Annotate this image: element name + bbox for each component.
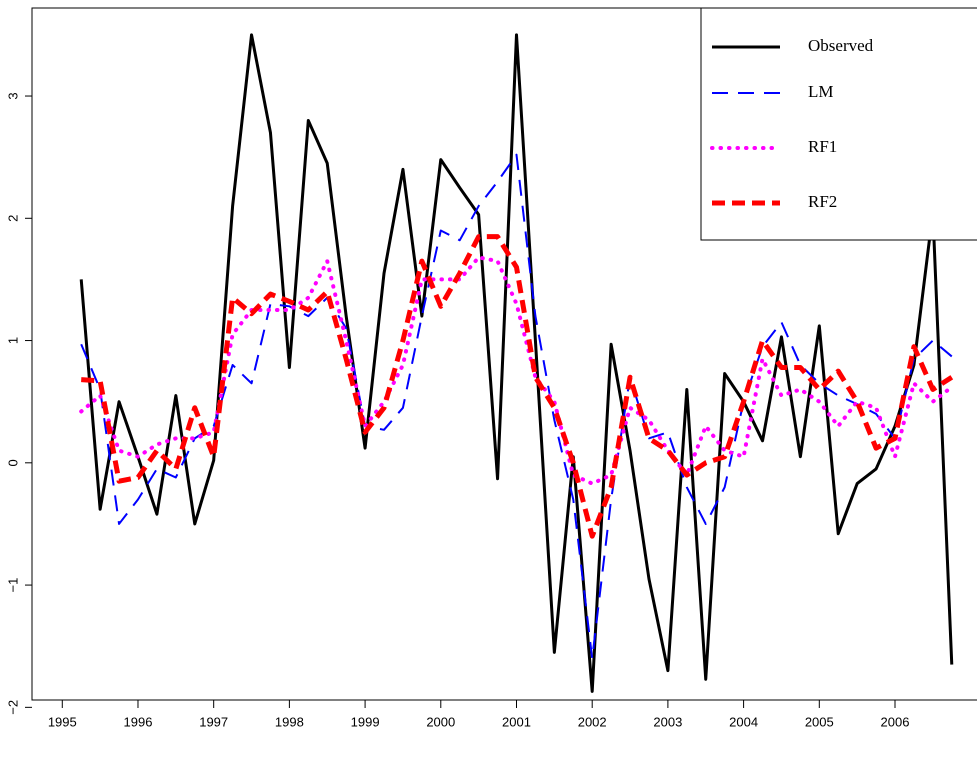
y-tick-label: 0 bbox=[5, 459, 20, 466]
x-tick-label: 1998 bbox=[275, 714, 304, 729]
y-tick-label: −2 bbox=[5, 700, 20, 715]
y-tick-label: 2 bbox=[5, 215, 20, 222]
x-tick-label: 2004 bbox=[729, 714, 758, 729]
y-tick-label: −1 bbox=[5, 578, 20, 593]
x-tick-label: 2005 bbox=[805, 714, 834, 729]
legend-label: RF2 bbox=[808, 192, 837, 211]
x-tick-label: 1995 bbox=[48, 714, 77, 729]
x-tick-label: 2001 bbox=[502, 714, 531, 729]
legend-label: Observed bbox=[808, 36, 874, 55]
legend-label: LM bbox=[808, 82, 834, 101]
series-line bbox=[81, 234, 954, 539]
x-tick-label: 2003 bbox=[653, 714, 682, 729]
series-line bbox=[80, 153, 953, 660]
y-tick-label: 1 bbox=[5, 337, 20, 344]
x-tick-label: 2000 bbox=[426, 714, 455, 729]
x-tick-label: 2002 bbox=[578, 714, 607, 729]
y-tick-label: 3 bbox=[5, 92, 20, 99]
series-group bbox=[79, 33, 954, 693]
x-tick-label: 1997 bbox=[199, 714, 228, 729]
x-tick-label: 1999 bbox=[351, 714, 380, 729]
x-tick-label: 1996 bbox=[124, 714, 153, 729]
x-tick-label: 2006 bbox=[881, 714, 910, 729]
legend-label: RF1 bbox=[808, 137, 837, 156]
series-line bbox=[79, 33, 954, 693]
